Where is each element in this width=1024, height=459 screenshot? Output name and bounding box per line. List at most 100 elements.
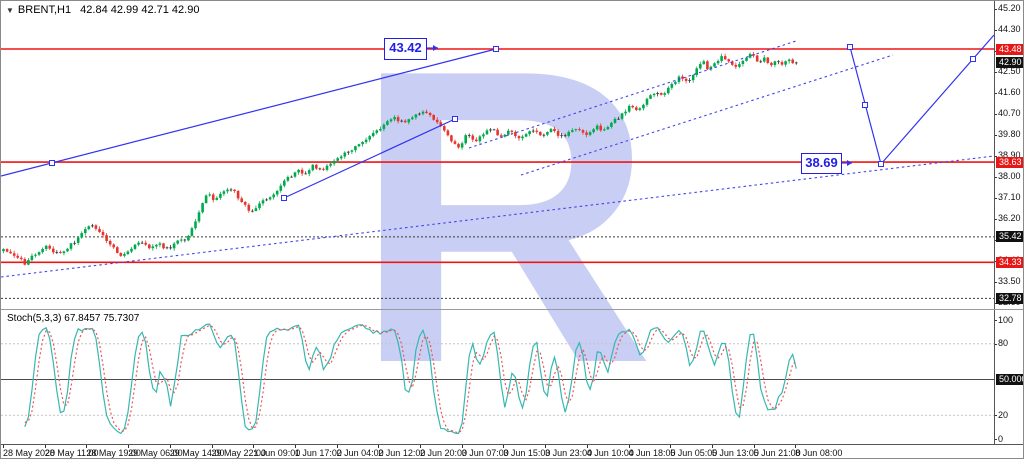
time-label: 5 Jun 05:00 [670, 448, 718, 458]
axis-tick [994, 155, 997, 157]
time-label: 3 Jun 23:00 [545, 448, 593, 458]
dotted-long-channel-lower[interactable] [1, 155, 995, 278]
price-axis[interactable]: 45.2044.3043.4042.5041.6040.7039.8038.90… [994, 1, 1023, 444]
time-tick [294, 445, 296, 448]
ohlc-values: 42.84 42.99 42.71 42.90 [80, 4, 200, 16]
price-tick-label: 33.50 [998, 276, 1021, 287]
price-marker-box-34.33: 34.33 [996, 256, 1023, 268]
axis-tick [994, 176, 997, 178]
axis-tick [994, 260, 997, 262]
price-tick-label: 45.20 [998, 3, 1021, 14]
axis-tick [994, 218, 997, 220]
axis-tick [994, 320, 997, 321]
price-tick-label: 44.30 [998, 24, 1021, 35]
time-tick [86, 445, 88, 448]
axis-tick [994, 439, 997, 440]
trendline-long-uptrend[interactable] [1, 48, 497, 177]
candles [2, 51, 798, 266]
time-tick [211, 445, 213, 448]
axis-tick [994, 134, 997, 136]
stoch-k-line [24, 323, 797, 435]
time-label: 8 Jun 08:00 [795, 448, 843, 458]
time-label: 2 Jun 04:00 [336, 448, 384, 458]
trendline-handle[interactable] [281, 195, 287, 201]
price-tick-label: 38.00 [998, 171, 1021, 182]
time-tick [545, 445, 547, 448]
price-tick-label: 38.90 [998, 150, 1021, 161]
zigzag-handle[interactable] [862, 102, 868, 108]
trendline-handle[interactable] [452, 116, 458, 122]
time-label: 29 May 06:00 [128, 448, 183, 458]
trendline-handle[interactable] [493, 46, 499, 52]
time-label: 1 Jun 17:00 [294, 448, 342, 458]
time-label: 5 Jun 21:00 [753, 448, 801, 458]
axis-tick [994, 50, 997, 52]
time-tick [670, 445, 672, 448]
zigzag-handle[interactable] [970, 56, 976, 62]
stoch-d-line [24, 324, 797, 434]
time-label: 28 May 11:00 [44, 448, 99, 458]
axis-tick [994, 302, 997, 304]
symbol-dropdown-icon[interactable]: ▼ [6, 6, 14, 15]
trendline-short-uptrend[interactable] [283, 118, 456, 199]
price-tick-label: 39.80 [998, 129, 1021, 140]
time-label: 3 Jun 07:00 [461, 448, 509, 458]
axis-tick [994, 239, 997, 241]
time-tick [503, 445, 505, 448]
time-label: 29 May 22:00 [211, 448, 267, 458]
price-marker-box-35.42: 35.42 [996, 231, 1023, 243]
time-axis[interactable]: 28 May 2020 28 May 11:00 28 May 19:00 29 Ma… [1, 445, 1023, 458]
time-tick [711, 445, 713, 448]
price-marker-box-42.90: 42.90 [996, 57, 1023, 69]
pane-separator[interactable] [1, 309, 1023, 310]
zigzag-handle[interactable] [878, 161, 884, 167]
time-tick [586, 445, 588, 448]
trendline-handle[interactable] [49, 160, 55, 166]
time-label: 28 May 19:00 [86, 448, 141, 458]
time-tick [378, 445, 380, 448]
stoch-tick-label: 0 [998, 433, 1004, 444]
time-tick [628, 445, 630, 448]
annotation-arrowhead [847, 160, 852, 166]
time-label: 2 Jun 12:00 [378, 448, 426, 458]
dotted-channel-upper[interactable] [468, 40, 797, 149]
price-annotation-38-69[interactable]: 38.69 [801, 153, 842, 174]
price-marker-box-43.48: 43.48 [996, 43, 1023, 55]
stoch-tick-label: 80 [998, 338, 1009, 349]
time-label: 4 Jun 18:00 [628, 448, 676, 458]
price-tick-label: 41.60 [998, 87, 1021, 98]
time-tick [44, 445, 46, 448]
indicator-d-value: 75.7307 [103, 313, 140, 324]
zigzag-handle[interactable] [847, 44, 853, 50]
zigzag-projection-line[interactable] [849, 34, 995, 166]
price-annotation-43-42[interactable]: 43.42 [384, 38, 427, 60]
time-tick [128, 445, 130, 448]
price-marker-box-38.63: 38.63 [996, 156, 1023, 168]
time-label: 4 Jun 10:00 [586, 448, 634, 458]
axis-tick [994, 92, 997, 94]
time-label: 29 May 14:00 [169, 448, 225, 458]
axis-tick [994, 281, 997, 283]
dotted-channel-lower[interactable] [520, 54, 894, 176]
time-tick [253, 445, 255, 448]
axis-separator-vertical [994, 1, 995, 444]
axis-tick [994, 71, 997, 73]
time-label: 3 Jun 15:00 [503, 448, 551, 458]
axis-tick [994, 415, 997, 417]
axis-tick [994, 8, 997, 10]
time-tick [3, 445, 4, 448]
stoch-level-box: 50.0000 [996, 374, 1023, 385]
axis-tick [994, 113, 997, 115]
price-tick-label: 36.20 [998, 213, 1021, 224]
symbol-period-label: BRENT,H1 [17, 4, 72, 16]
axis-tick [994, 343, 997, 345]
price-tick-label: 42.50 [998, 66, 1021, 77]
axis-tick [994, 197, 997, 199]
time-tick [461, 445, 463, 448]
price-marker-box-32.78: 32.78 [996, 292, 1023, 304]
time-axis-separator [1, 444, 1023, 445]
chart-title: ▼ BRENT,H1 42.84 42.99 42.71 42.90 [6, 4, 199, 16]
indicator-k-value: 67.8457 [64, 313, 101, 324]
